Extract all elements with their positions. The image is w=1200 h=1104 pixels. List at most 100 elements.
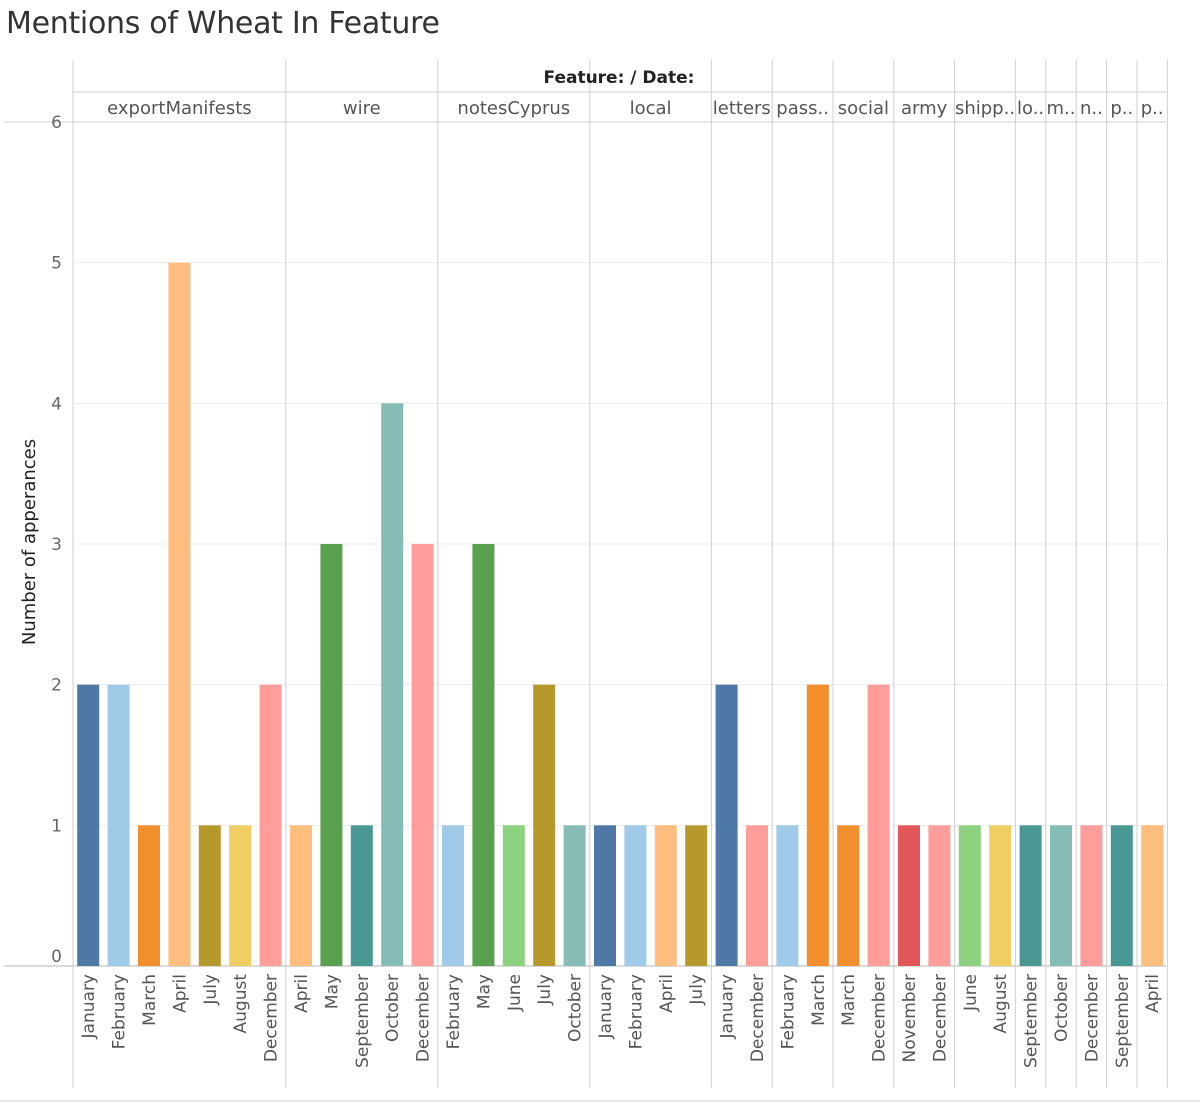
bar [989,825,1012,966]
bar [806,684,829,966]
bar [776,825,799,966]
x-tick-label: December [748,974,768,1062]
bar [350,825,373,966]
x-tick-label: February [626,974,646,1049]
x-tick-label: December [1082,974,1102,1062]
bar [1080,825,1103,966]
bar [138,825,160,966]
y-tick-label: 6 [51,113,62,133]
bar [958,825,981,966]
pane-labels: exportManifests wire notesCyprus local lette… [107,98,1163,119]
bar [1110,825,1133,966]
bar [472,544,495,966]
x-tick-label: May [322,974,342,1009]
x-tick-label: July [535,974,555,1006]
y-tick-label: 1 [51,816,62,836]
bar [928,825,951,966]
bar [381,403,404,966]
x-tick-label: November [900,974,920,1062]
x-tick-label: June [961,974,981,1012]
pane-label: letters [713,98,771,119]
pane-label: lo.. [1017,98,1044,119]
bar [1050,825,1072,966]
pane-label: exportManifests [107,98,252,119]
bar [77,684,100,966]
pane-label: notesCyprus [457,98,570,119]
x-tick-label: February [444,974,464,1049]
bar [290,825,312,966]
x-tick-label: April [170,974,190,1013]
x-tick-label: February [110,974,130,1049]
pane-label: shipp.. [955,98,1015,119]
y-axis-ticks: 0 1 2 3 4 5 6 [51,113,62,967]
x-tick-label: October [566,974,586,1042]
header-label: Feature: / Date: [544,68,695,88]
y-axis-label: Number of apperances [19,439,40,645]
x-tick-label: March [809,974,829,1026]
x-tick-label: June [505,974,525,1012]
bar [685,825,708,966]
bar [411,544,434,966]
x-tick-label: December [930,974,950,1062]
bar [715,684,738,966]
bar [837,825,860,966]
bar [168,262,191,967]
bar [867,684,890,966]
bar [898,825,920,966]
x-tick-label: December [262,974,282,1062]
y-tick-label: 5 [51,254,62,274]
pane-label: social [838,98,889,119]
pane-label: p.. [1141,98,1164,119]
pane-label: p.. [1110,98,1133,119]
pane-label: pass.. [776,98,829,119]
x-tick-label: April [292,974,312,1013]
x-tick-label: January [596,974,616,1039]
bar [746,825,768,966]
gridlines [73,121,1166,826]
bar [533,684,556,966]
x-tick-label: September [353,974,373,1068]
x-tick-label: January [718,974,738,1039]
x-tick-label: March [140,974,160,1026]
bar [259,684,282,966]
bar [320,544,343,966]
x-tick-label: December [414,974,434,1062]
pane-label: local [630,98,672,119]
x-tick-label: July [201,974,221,1006]
bar [563,825,586,966]
x-tick-label: September [1022,974,1042,1068]
x-axis-month-labels: January February March April July August Decem… [79,974,1163,1068]
bar [107,684,130,966]
chart-title: Mentions of Wheat In Feature [6,6,440,41]
pane-label: m.. [1047,98,1076,119]
bar [1019,825,1042,966]
bar [198,825,221,966]
x-tick-label: March [839,974,859,1026]
pane-label: army [901,98,948,119]
x-tick-label: September [1113,974,1133,1068]
x-tick-label: August [231,974,251,1034]
x-tick-label: October [383,974,403,1042]
x-tick-label: February [778,974,798,1049]
x-tick-label: August [991,974,1011,1034]
bar [1141,825,1164,966]
y-tick-label: 0 [51,947,62,967]
x-tick-label: December [870,974,890,1062]
y-tick-label: 3 [51,535,62,555]
bars [77,262,1164,967]
x-tick-label: April [657,974,677,1013]
x-tick-label: January [79,974,99,1039]
pane-label: wire [343,98,381,119]
x-tick-label: October [1052,974,1072,1042]
bar [594,825,616,966]
y-tick-label: 4 [51,394,62,414]
bar [654,825,677,966]
bar [502,825,525,966]
bar [442,825,464,966]
y-tick-label: 2 [51,676,62,696]
x-tick-label: April [1143,974,1163,1013]
x-tick-label: July [687,974,707,1006]
pane-label: n.. [1080,98,1103,119]
bar [624,825,647,966]
